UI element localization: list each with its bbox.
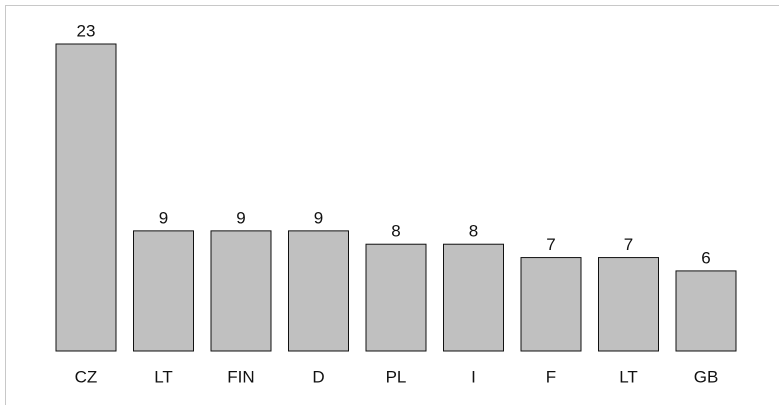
bar	[210, 230, 272, 352]
bar	[443, 243, 504, 352]
value-label: 7	[546, 235, 555, 254]
bar	[55, 43, 117, 352]
value-label: 7	[624, 235, 633, 254]
x-tick-label: LT	[154, 367, 173, 386]
bar	[365, 243, 427, 352]
value-label: 6	[701, 248, 710, 267]
value-label: 8	[469, 222, 478, 241]
x-tick-label: CZ	[75, 367, 98, 386]
x-tick-label: D	[312, 367, 324, 386]
x-tick-label: LT	[619, 367, 638, 386]
x-tick-label: GB	[694, 367, 719, 386]
bar	[520, 257, 582, 352]
value-label: 9	[314, 208, 323, 227]
bar	[288, 230, 349, 352]
bar	[675, 270, 737, 352]
bar	[598, 257, 659, 352]
value-label: 9	[236, 208, 245, 227]
x-tick-label: F	[546, 367, 556, 386]
bar	[133, 230, 194, 352]
x-tick-label: PL	[386, 367, 407, 386]
value-label: 8	[391, 222, 400, 241]
x-tick-label: FIN	[227, 367, 254, 386]
x-tick-label: I	[471, 367, 476, 386]
value-label: 23	[77, 21, 96, 40]
value-label: 9	[159, 208, 168, 227]
